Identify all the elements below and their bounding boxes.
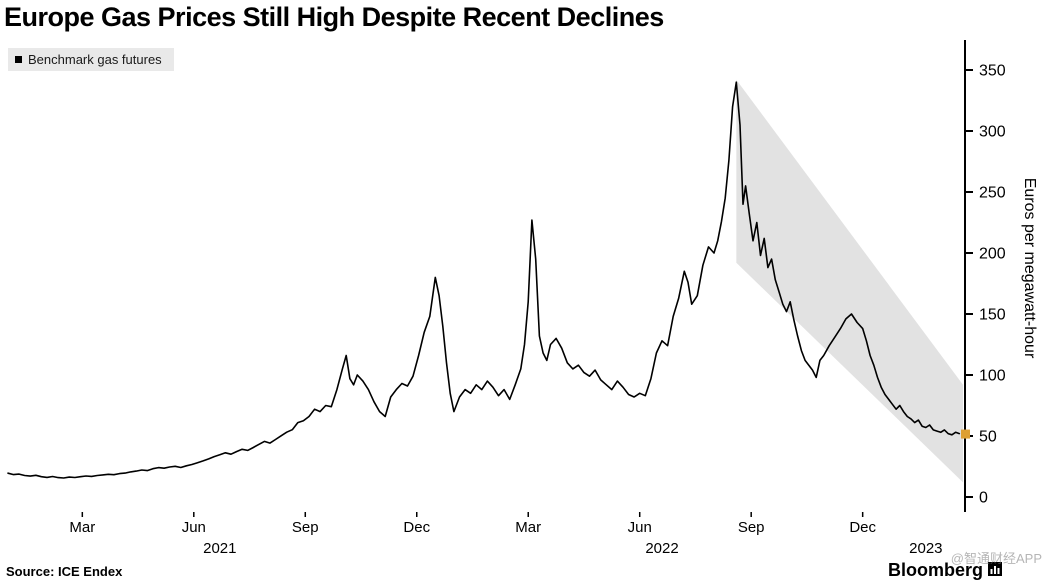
watermark: @智通财经APP <box>950 551 1042 566</box>
decline-channel-band <box>736 79 963 483</box>
year-label: 2022 <box>645 540 678 557</box>
y-tick-label: 100 <box>979 368 1006 385</box>
y-tick-label: 250 <box>979 185 1006 202</box>
legend-swatch-icon <box>15 56 22 63</box>
year-label: 2023 <box>909 540 942 557</box>
legend-label: Benchmark gas futures <box>28 52 162 67</box>
last-price-marker <box>961 429 970 439</box>
y-tick-label: 50 <box>979 429 997 446</box>
x-tick-label: Jun <box>628 519 652 536</box>
y-tick-label: 350 <box>979 63 1006 80</box>
source-label: Source: ICE Endex <box>6 564 123 579</box>
x-tick-label: Sep <box>738 519 765 536</box>
year-label: 2021 <box>203 540 236 557</box>
legend: Benchmark gas futures <box>8 48 174 71</box>
bloomberg-logo: Bloomberg <box>888 560 1002 581</box>
x-tick-label: Mar <box>69 519 95 536</box>
y-tick-label: 300 <box>979 124 1006 141</box>
x-tick-label: Dec <box>849 519 876 536</box>
y-tick-label: 150 <box>979 307 1006 324</box>
x-tick-label: Sep <box>292 519 319 536</box>
y-tick-label: 0 <box>979 490 988 507</box>
chart-title: Europe Gas Prices Still High Despite Rec… <box>4 2 664 32</box>
y-axis-title: Euros per megawatt-hour <box>1021 178 1038 359</box>
bloomberg-wordmark: Bloomberg <box>887 560 983 580</box>
y-tick-label: 200 <box>979 246 1006 263</box>
price-line <box>7 81 961 479</box>
x-tick-label: Dec <box>403 519 430 536</box>
x-tick-label: Jun <box>182 519 206 536</box>
x-tick-label: Mar <box>515 519 541 536</box>
bloomberg-terminal-icon <box>988 560 1002 581</box>
